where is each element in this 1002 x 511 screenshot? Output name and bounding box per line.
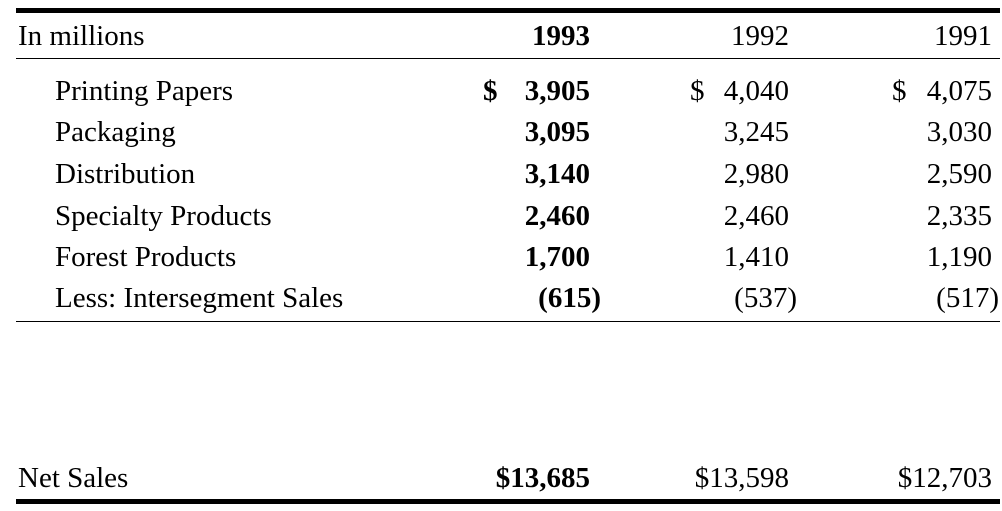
total-1992: $13,598 (694, 462, 789, 494)
row-label-printing-papers: Printing Papers (55, 75, 234, 107)
cell-printing-papers-1993: 3,905 (524, 75, 590, 107)
cell-packaging-1993: 3,095 (524, 116, 590, 148)
bottom-rule (16, 499, 1000, 504)
cell-intersegment-sales-1992: (537) (734, 282, 797, 314)
cell-forest-products-1991: 1,190 (926, 241, 992, 273)
cell-specialty-products-1993: 2,460 (524, 200, 590, 232)
dollar-sign-1991: $ (892, 75, 907, 107)
total-1991: $12,703 (897, 462, 992, 494)
cell-forest-products-1992: 1,410 (723, 241, 789, 273)
row-label-distribution: Distribution (55, 158, 196, 190)
cell-printing-papers-1992: 4,040 (723, 75, 789, 107)
cell-forest-products-1993: 1,700 (524, 241, 590, 273)
cell-distribution-1991: 2,590 (926, 158, 992, 190)
header-year-1991: 1991 (934, 20, 992, 52)
cell-intersegment-sales-1993: (615) (538, 282, 601, 314)
row-label-packaging: Packaging (55, 116, 176, 148)
cell-distribution-1992: 2,980 (723, 158, 789, 190)
body-rule (16, 321, 1000, 322)
cell-packaging-1991: 3,030 (926, 116, 992, 148)
header-year-1992: 1992 (731, 20, 789, 52)
top-rule (16, 8, 1000, 13)
cell-intersegment-sales-1991: (517) (936, 282, 999, 314)
total-label: Net Sales (18, 462, 129, 494)
dollar-sign-1992: $ (690, 75, 705, 107)
cell-distribution-1993: 3,140 (524, 158, 590, 190)
header-label: In millions (18, 20, 145, 52)
cell-specialty-products-1992: 2,460 (723, 200, 789, 232)
total-1993: $13,685 (495, 462, 590, 494)
header-rule (16, 58, 1000, 59)
cell-packaging-1992: 3,245 (723, 116, 789, 148)
header-year-1993: 1993 (532, 20, 590, 52)
row-label-specialty-products: Specialty Products (55, 200, 272, 232)
dollar-sign-1993: $ (483, 75, 498, 107)
row-label-forest-products: Forest Products (55, 241, 237, 273)
row-label-intersegment-sales: Less: Intersegment Sales (55, 282, 344, 314)
cell-specialty-products-1991: 2,335 (926, 200, 992, 232)
cell-printing-papers-1991: 4,075 (926, 75, 992, 107)
